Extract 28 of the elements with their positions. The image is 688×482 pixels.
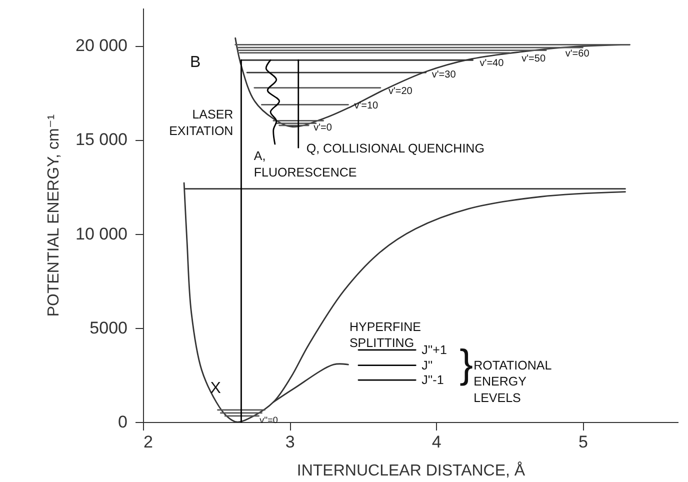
x-tick-label: 5 [578, 432, 588, 452]
annotation: v'=30 [432, 70, 456, 81]
annotation: J''-1 [422, 373, 444, 388]
annotation: v'=20 [388, 86, 413, 97]
annotation: Q, COLLISIONAL QUENCHING [306, 142, 484, 156]
y-tick-label: 15 000 [76, 130, 128, 150]
y-tick-label: 10 000 [76, 224, 128, 244]
annotation: J''+1 [422, 342, 447, 357]
x-axis-title: INTERNUCLEAR DISTANCE, Å [296, 462, 526, 480]
y-axis-title: POTENTIAL ENERGY, cm⁻¹ [46, 114, 63, 317]
x-tick-label: 2 [144, 432, 153, 452]
annotation: v'=60 [565, 48, 590, 60]
annotation: X [210, 380, 222, 397]
annotation: v'=50 [522, 54, 546, 65]
x-tick-label: 4 [432, 432, 442, 452]
annotation: v'=10 [354, 100, 379, 112]
y-tick-label: 5000 [90, 318, 128, 338]
annotation: B [190, 54, 201, 72]
annotation: LASER EXITATION [169, 108, 234, 138]
annotation: v'=0 [314, 122, 332, 134]
annotation: J'' [422, 358, 433, 372]
y-tick-label: 20 000 [76, 36, 128, 56]
annotation: HYPERFINE SPLITTING [349, 320, 422, 350]
annotation: ROTATIONAL ENERGY LEVELS [474, 358, 552, 405]
annotation: v'=40 [480, 58, 504, 70]
y-tick-label: 0 [118, 412, 128, 432]
annotation: } [460, 342, 473, 386]
x-tick-label: 3 [285, 432, 295, 452]
